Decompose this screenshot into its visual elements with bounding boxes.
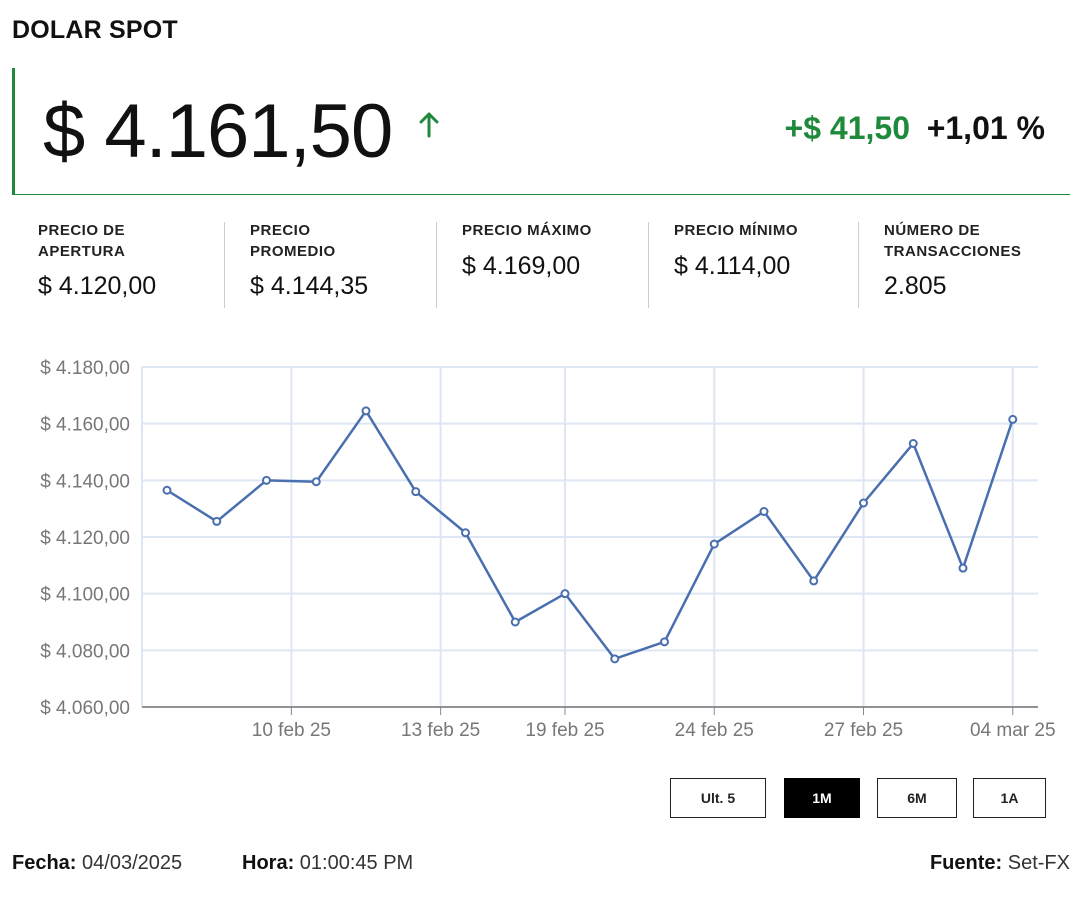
data-point — [212, 516, 222, 526]
y-tick-label: $ 4.100,00 — [40, 585, 130, 606]
range-button-1a[interactable]: 1A — [973, 778, 1046, 818]
footer-time: Hora: 01:00:45 PM — [242, 852, 413, 875]
date-label: Fecha: — [12, 852, 77, 874]
stat-value: $ 4.144,35 — [250, 272, 369, 300]
arrow-up-icon — [418, 112, 440, 143]
stat-value: $ 4.120,00 — [38, 272, 157, 300]
divider — [224, 222, 225, 308]
data-point — [859, 498, 868, 508]
range-button-last-5[interactable]: Ult. 5 — [670, 778, 766, 818]
y-tick-label: $ 4.060,00 — [40, 698, 130, 719]
time-label: Hora: — [242, 852, 295, 874]
y-tick-label: $ 4.180,00 — [40, 358, 130, 379]
divider — [436, 222, 437, 308]
stat-opening-price: PRECIO DE APERTURA $ 4.120,00 — [12, 220, 224, 308]
price-change-percent: +1,01 % — [926, 110, 1045, 146]
stat-value: 2.805 — [884, 272, 947, 300]
data-point — [709, 539, 719, 549]
source-label: Fuente: — [929, 852, 1003, 874]
data-point — [560, 589, 570, 599]
stat-max-price: PRECIO MÁXIMO $ 4.169,00 — [436, 220, 648, 308]
data-point — [759, 507, 769, 516]
data-point — [1008, 414, 1018, 424]
data-point — [361, 406, 371, 416]
data-point — [461, 528, 470, 538]
range-button-1m[interactable]: 1M — [784, 778, 860, 818]
stat-label: PRECIO MÁXIMO — [462, 222, 592, 239]
data-point — [908, 439, 918, 448]
stat-min-price: PRECIO MÍNIMO $ 4.114,00 — [648, 220, 860, 308]
data-point — [809, 576, 819, 586]
x-tick-label: 10 feb 25 — [252, 720, 331, 741]
data-point — [162, 485, 172, 495]
stat-average-price: PRECIO PROMEDIO $ 4.144,35 — [224, 220, 436, 308]
price-change-absolute: +$ 41,50 — [784, 110, 910, 146]
stat-label: PRECIO MÍNIMO — [674, 222, 799, 239]
stat-label: PRECIO DE APERTURA — [38, 222, 126, 260]
y-tick-label: $ 4.120,00 — [40, 528, 130, 549]
stat-label: PRECIO PROMEDIO — [250, 222, 336, 260]
divider — [858, 222, 859, 308]
time-value: 01:00:45 PM — [299, 852, 414, 874]
y-tick-label: $ 4.080,00 — [40, 641, 130, 662]
page-title: DOLAR SPOT — [12, 16, 178, 44]
x-tick-label: 19 feb 25 — [525, 720, 604, 741]
stat-transactions: NÚMERO DE TRANSACCIONES 2.805 — [858, 220, 1070, 308]
y-tick-label: $ 4.160,00 — [40, 415, 130, 436]
stat-label: NÚMERO DE TRANSACCIONES — [884, 222, 1022, 260]
stat-value: $ 4.114,00 — [674, 252, 791, 280]
current-price: $ 4.161,50 — [43, 89, 393, 174]
x-tick-label: 04 mar 25 — [970, 720, 1056, 741]
data-point — [411, 487, 421, 497]
x-tick-label: 13 feb 25 — [401, 720, 480, 741]
data-point — [958, 563, 968, 573]
y-tick-label: $ 4.140,00 — [40, 471, 130, 492]
x-tick-label: 24 feb 25 — [675, 720, 754, 741]
data-point — [660, 637, 669, 647]
stats-row: PRECIO DE APERTURA $ 4.120,00 PRECIO PROME… — [12, 220, 1070, 310]
range-button-6m[interactable]: 6M — [877, 778, 957, 818]
price-summary: $ 4.161,50 +$ 41,50 +1,01 % — [12, 68, 1070, 195]
series-line — [166, 409, 1014, 661]
divider — [648, 222, 649, 308]
data-point — [311, 477, 321, 487]
footer-date: Fecha: 04/03/2025 — [12, 852, 182, 875]
data-point — [262, 475, 271, 485]
data-point — [610, 654, 620, 664]
date-value: 04/03/2025 — [82, 852, 183, 874]
stat-value: $ 4.169,00 — [462, 252, 581, 280]
source-value: Set-FX — [1007, 852, 1070, 874]
data-point — [510, 617, 520, 627]
price-line-chart: $ 4.060,00 $ 4.080,00 $ 4.100,00 $ 4.120,00… — [40, 358, 1056, 741]
footer-source: Fuente: Set-FX — [930, 852, 1070, 875]
x-tick-label: 27 feb 25 — [824, 720, 903, 741]
